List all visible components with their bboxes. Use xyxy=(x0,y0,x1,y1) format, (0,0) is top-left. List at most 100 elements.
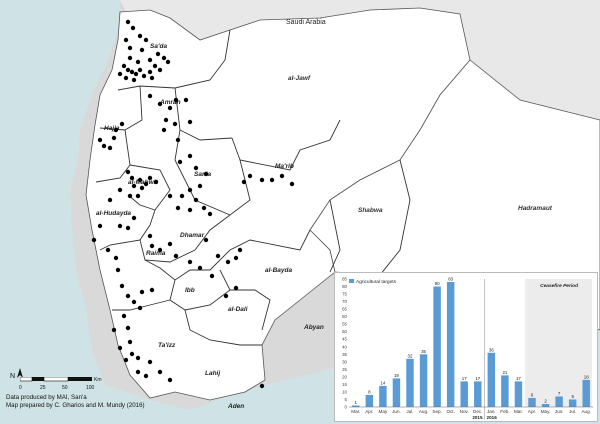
y-tick-label: 80 xyxy=(342,284,347,289)
target-dot xyxy=(165,59,171,65)
bar xyxy=(568,399,577,407)
bar xyxy=(352,405,360,407)
y-tick-label: 45 xyxy=(342,337,347,342)
governorate-labels: Sa'da al-Jawf Amran Hajja Ma'rib San'a a… xyxy=(96,19,553,410)
bar-value-label: 17 xyxy=(462,376,467,381)
ceasefire-label: Ceasefire Period xyxy=(540,283,579,289)
bar-value-label: 5 xyxy=(571,394,574,399)
target-dot xyxy=(163,117,169,123)
target-dot xyxy=(117,187,123,193)
x-tick-label: Mar. xyxy=(351,409,360,414)
label-sada: Sa'da xyxy=(150,43,167,50)
x-tick-label: Aug. xyxy=(419,409,428,414)
target-dot xyxy=(259,383,265,389)
scale-bar: 0 25 50 100 Km xyxy=(19,376,102,391)
label-abyan: Abyan xyxy=(303,324,324,331)
bar xyxy=(433,286,441,407)
label-raima: Raima xyxy=(146,250,166,257)
scale-tick-50: 50 xyxy=(62,385,68,391)
target-dot xyxy=(111,135,117,141)
bar xyxy=(392,378,401,407)
x-tick-label: Aug. xyxy=(581,409,590,414)
target-dot xyxy=(225,259,231,265)
target-dot xyxy=(197,265,203,271)
bar xyxy=(460,381,468,407)
target-dot xyxy=(129,69,135,75)
target-dot xyxy=(157,369,163,375)
y-tick-label: 25 xyxy=(342,367,347,372)
target-dot xyxy=(97,223,103,229)
target-dot xyxy=(187,187,193,193)
target-dot xyxy=(157,67,163,73)
chart-panel: Ceasefire Period 0 5 10 15 20 25 30 35 40 45 50 55 6… xyxy=(334,272,598,422)
x-tick-label: Jul. xyxy=(569,409,576,414)
target-dot xyxy=(269,177,275,183)
target-dot xyxy=(121,63,127,69)
target-dot xyxy=(137,177,143,183)
y-tick-label: 30 xyxy=(342,359,347,364)
target-dot xyxy=(143,373,149,379)
bar xyxy=(501,375,509,407)
map-credits: Data produced by MAI, San'a Map prepared… xyxy=(6,394,145,410)
target-dot xyxy=(147,57,153,63)
label-saudi-arabia: Saudi Arabia xyxy=(286,19,326,26)
target-dot xyxy=(172,121,178,127)
x-tick-label: Jul. xyxy=(406,409,413,414)
bar xyxy=(555,396,563,407)
north-arrow-icon xyxy=(17,368,24,378)
target-dot xyxy=(135,193,141,199)
target-dot xyxy=(157,247,163,253)
bar-value-label: 83 xyxy=(448,277,453,282)
target-dot xyxy=(193,197,199,203)
target-dot xyxy=(117,223,123,229)
target-dot xyxy=(117,345,123,351)
target-dot xyxy=(143,37,149,43)
bar-value-label: 1 xyxy=(355,400,358,405)
target-dot xyxy=(237,247,243,253)
target-dot xyxy=(153,179,159,185)
bar xyxy=(474,381,482,407)
target-dot xyxy=(187,259,193,265)
y-tick-label: 75 xyxy=(342,292,347,297)
target-dot xyxy=(149,243,155,249)
x-tick-label: Jun. xyxy=(392,409,401,414)
y-tick-label: 85 xyxy=(342,277,347,282)
y-tick-label: 5 xyxy=(345,397,348,402)
target-dot xyxy=(143,181,149,187)
target-dot xyxy=(241,179,247,185)
year-2015-label: 2015 xyxy=(472,415,483,420)
label-shabwa: Shabwa xyxy=(358,207,383,214)
target-dot xyxy=(127,193,133,199)
target-dot xyxy=(107,197,113,203)
target-dot xyxy=(125,293,131,299)
target-dot xyxy=(183,97,189,103)
target-dot xyxy=(117,71,123,77)
target-dot xyxy=(157,101,163,107)
y-tick-label: 65 xyxy=(342,307,347,312)
bar-value-label: 80 xyxy=(435,281,440,286)
scale-tick-0: 0 xyxy=(19,385,22,391)
target-dot xyxy=(223,293,229,299)
bar xyxy=(487,352,496,407)
agricultural-targets-chart: Ceasefire Period 05101520253035404550556… xyxy=(342,277,593,420)
target-dot xyxy=(149,75,155,81)
label-ibb: Ibb xyxy=(185,287,195,294)
target-dot xyxy=(97,137,103,143)
target-dot xyxy=(177,159,183,165)
target-dot xyxy=(203,171,209,177)
yemen-landmass xyxy=(85,7,471,401)
target-dot xyxy=(127,339,133,345)
x-axis-labels: Mar. Apr. May Jun. Jul. Aug. Sep. Oct. Nov. Dec. J… xyxy=(351,409,591,414)
target-dot xyxy=(139,289,145,295)
target-dot xyxy=(137,67,143,73)
target-dot xyxy=(173,97,179,103)
bar-value-label: 18 xyxy=(584,374,589,379)
scale-tick-100: 100 xyxy=(86,385,95,391)
target-dot xyxy=(215,253,221,259)
x-tick-label: Apr. xyxy=(528,409,536,414)
target-dot xyxy=(147,93,153,99)
target-dot xyxy=(193,165,199,171)
label-hudayda: al-Hudayda xyxy=(96,210,131,217)
target-dot xyxy=(113,127,119,133)
